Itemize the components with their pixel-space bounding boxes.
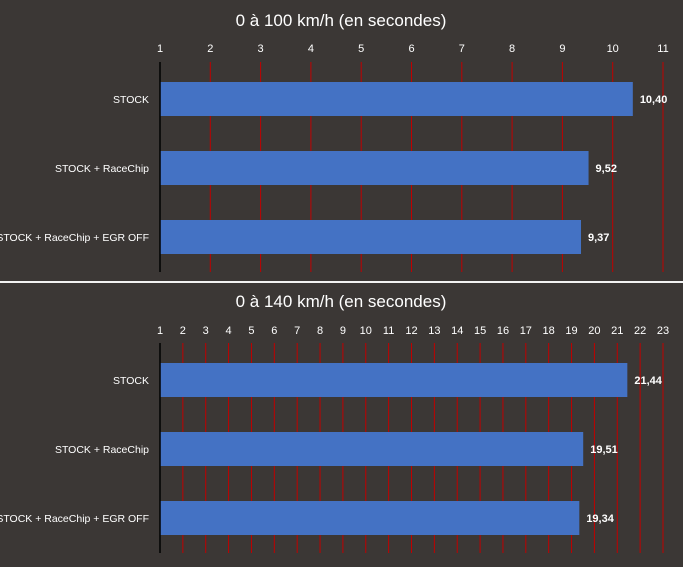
- x-tick-label: 4: [308, 43, 314, 55]
- x-tick-label: 8: [317, 325, 323, 337]
- x-tick-label: 6: [271, 325, 277, 337]
- bar-value-label: 10,40: [640, 94, 668, 106]
- chart-0-140: 0 à 140 km/h (en secondes)1 2 3 4 5 6 7 8 9 10 11 1…: [0, 292, 669, 553]
- x-tick-label: 11: [383, 325, 394, 337]
- x-tick-label: 1: [157, 43, 163, 55]
- x-tick-label: 14: [451, 325, 463, 337]
- bar-value-label: 21,44: [634, 375, 662, 387]
- category-label: STOCK + RaceChip + EGR OFF: [0, 513, 149, 525]
- category-label: STOCK + RaceChip: [55, 444, 149, 456]
- chart-title: 0 à 140 km/h (en secondes): [236, 292, 447, 311]
- x-tick-label: 7: [294, 325, 300, 337]
- bar-value-label: 19,51: [590, 444, 618, 456]
- chart-divider: [0, 281, 683, 283]
- x-tick-label: 6: [408, 43, 414, 55]
- x-tick-label: 5: [248, 325, 254, 337]
- x-tick-label: 21: [611, 325, 623, 337]
- chart-0-100: 0 à 100 km/h (en secondes) 1 2 3 4 5 6 7 8 9 10 11 1…: [0, 11, 669, 272]
- x-tick-label: 10: [360, 325, 372, 337]
- x-tick-label: 22: [634, 325, 646, 337]
- bar: [160, 220, 582, 254]
- x-tick-label: 23: [657, 325, 669, 337]
- x-tick-label: 7: [459, 43, 465, 55]
- category-label: STOCK: [113, 375, 149, 387]
- bar-value-label: 9,52: [596, 163, 617, 175]
- category-label: STOCK + RaceChip + EGR OFF: [0, 232, 149, 244]
- bar-value-label: 9,37: [588, 232, 609, 244]
- x-tick-label: 2: [207, 43, 213, 55]
- x-tick-label: 18: [543, 325, 555, 337]
- x-tick-label: 20: [588, 325, 600, 337]
- bar-value-label: 19,34: [586, 513, 614, 525]
- category-label: STOCK + RaceChip: [55, 163, 149, 175]
- x-tick-label: 19: [565, 325, 577, 337]
- x-tick-label: 9: [559, 43, 565, 55]
- x-tick-label: 4: [226, 325, 232, 337]
- x-tick-label: 3: [258, 43, 264, 55]
- bar: [160, 82, 633, 116]
- x-tick-label: 8: [509, 43, 515, 55]
- x-tick-label: 11: [657, 43, 668, 55]
- x-tick-label: 1: [157, 325, 163, 337]
- x-tick-label: 12: [405, 325, 417, 337]
- bar: [160, 151, 589, 185]
- x-tick-label: 5: [358, 43, 364, 55]
- x-tick-label: 9: [340, 325, 346, 337]
- x-tick-label: 2: [180, 325, 186, 337]
- x-tick-label: 16: [497, 325, 509, 337]
- bar: [160, 501, 580, 535]
- bar: [160, 432, 584, 466]
- chart-title: 0 à 100 km/h (en secondes): [236, 11, 447, 30]
- x-tick-label: 10: [607, 43, 619, 55]
- x-tick-label: 3: [203, 325, 209, 337]
- x-tick-label: 15: [474, 325, 486, 337]
- category-label: STOCK: [113, 94, 149, 106]
- x-tick-label: 13: [428, 325, 440, 337]
- x-tick-label: 17: [520, 325, 532, 337]
- bar: [160, 363, 628, 397]
